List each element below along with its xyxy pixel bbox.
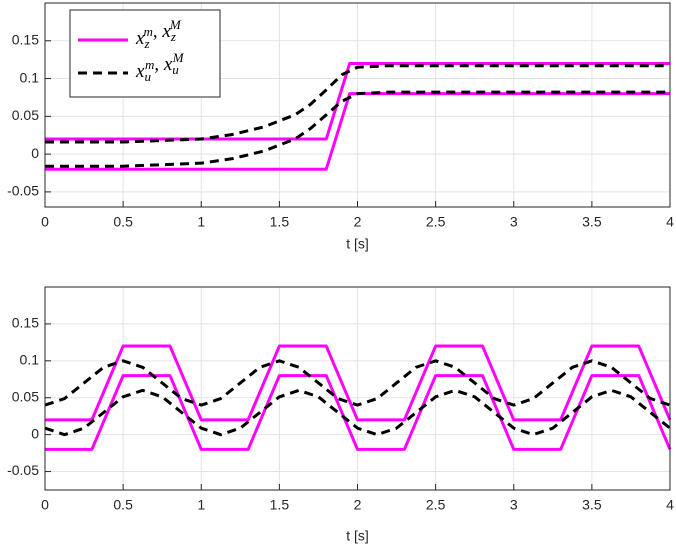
line — [45, 64, 670, 144]
legend-label: xzm, xzM — [135, 17, 182, 51]
x-tick-label: 1.5 — [270, 214, 290, 230]
y-tick-label: 0 — [31, 145, 39, 161]
x-tick-label: 0 — [41, 497, 49, 513]
x-tick-label: 4 — [666, 214, 674, 230]
legend-box — [69, 9, 221, 98]
x-tick-label: 3 — [510, 214, 518, 230]
legend-label: xum, xuM — [135, 50, 185, 84]
x-tick-label: 1 — [197, 497, 205, 513]
line — [45, 92, 670, 171]
axes-box — [44, 286, 671, 491]
line — [44, 388, 671, 437]
x-tick-label: 0.5 — [113, 497, 133, 513]
y-tick-label: 0.05 — [12, 388, 39, 404]
axes: 0 0.5 1 1.5 2 2.5 3 3.5 4 -0.05 0 0.05 0.1 0.15 t [s] — [7, 286, 674, 544]
y-tick-label: 0.15 — [12, 315, 39, 331]
x-tick-label: 1 — [197, 214, 205, 230]
x-tick-label: 2.5 — [426, 497, 446, 513]
y-tick-label: -0.05 — [7, 183, 39, 199]
y-tick-label: 0 — [31, 425, 39, 441]
axes-box — [44, 2, 671, 208]
x-tick-label: 3.5 — [582, 497, 602, 513]
y-tick-label: 0.15 — [12, 31, 39, 47]
x-tick-label: 2 — [354, 214, 362, 230]
y-tick-label: 0.1 — [20, 69, 40, 85]
x-tick-label: 3.5 — [582, 214, 602, 230]
x-axis-label: t [s] — [346, 528, 369, 544]
line — [45, 90, 670, 168]
x-axis-label: t [s] — [346, 236, 369, 252]
y-tick-label: -0.05 — [7, 462, 39, 478]
x-tick-label: 3 — [510, 497, 518, 513]
line — [44, 359, 671, 407]
x-tick-label: 0 — [41, 214, 49, 230]
y-tick-label: 0.05 — [12, 107, 39, 123]
x-tick-label: 2 — [354, 497, 362, 513]
x-tick-label: 4 — [666, 497, 674, 513]
line — [45, 344, 672, 422]
y-tick-label: 0.1 — [20, 352, 40, 368]
x-tick-label: 2.5 — [426, 214, 446, 230]
x-tick-label: 1.5 — [270, 497, 290, 513]
x-tick-label: 0.5 — [113, 214, 133, 230]
